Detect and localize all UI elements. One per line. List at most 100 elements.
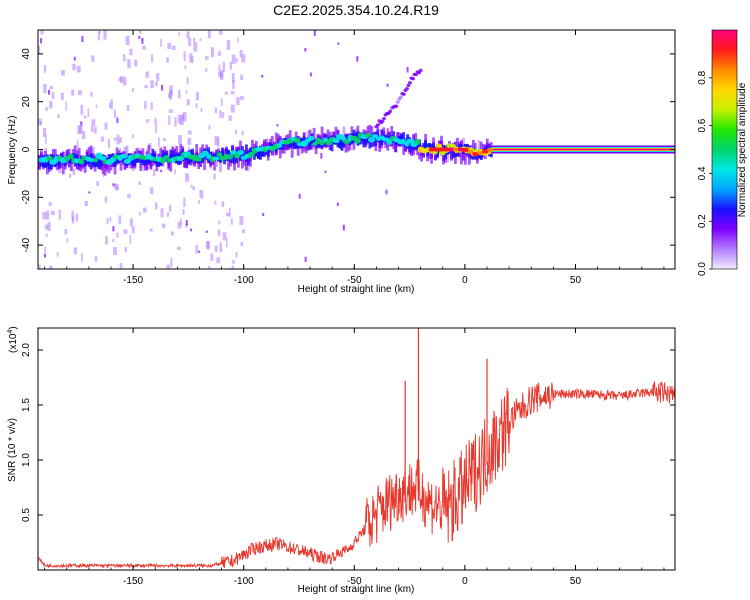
spectrogram-ridge-mark (125, 145, 129, 158)
spectrogram-ridge-mark (336, 139, 340, 148)
spectrogram-noise-mark (190, 228, 193, 232)
spectrogram-noise-mark (90, 125, 94, 132)
spectrogram-noise-mark (154, 117, 157, 125)
spectrogram-ridge-mark (306, 142, 310, 151)
spectrogram-ridge-mark (456, 137, 459, 150)
spectrogram-noise-mark (192, 185, 195, 191)
spectrogram-ridge-mark (334, 126, 338, 140)
spectrogram-noise-mark (104, 122, 108, 130)
spectrogram-noise-mark (218, 30, 223, 35)
spectrogram-noise-mark (241, 229, 246, 234)
spectrogram-branch-mark (411, 77, 416, 81)
spectrogram-noise-mark (313, 30, 316, 36)
spectrogram-y-label: Frequency (Hz) (7, 116, 18, 185)
spectrogram-noise-mark (71, 89, 74, 96)
spectrogram-y-tick-label: -40 (21, 237, 32, 252)
spectrogram-noise-mark (204, 56, 209, 60)
spectrogram-noise-mark (210, 47, 215, 57)
spectrogram-noise-mark (239, 215, 244, 226)
spectrogram-ridge-mark (458, 143, 461, 151)
spectrogram-noise-mark (40, 30, 44, 35)
spectrogram-noise-mark (64, 228, 68, 235)
spectrogram-ridge-mark (115, 147, 119, 159)
spectrogram-ridge-mark (89, 153, 93, 161)
spectrogram-transition-mark (428, 147, 435, 152)
spectrogram-noise-mark (171, 45, 176, 50)
spectrogram-noise-mark (123, 54, 126, 62)
spectrogram-ridge-mark (342, 126, 346, 140)
spectrogram-ridge-mark (199, 147, 203, 159)
spectrogram-noise-mark (185, 173, 190, 182)
spectrogram-ridge-mark (143, 158, 147, 165)
snr-y-tick-label: 1.5 (21, 398, 32, 412)
spectrogram-noise-mark (261, 74, 264, 78)
spectrogram-ridge-mark (290, 145, 294, 158)
spectrogram-transition-mark (457, 147, 464, 152)
spectrogram-noise-mark (186, 99, 190, 106)
spectrogram-branch-mark (375, 123, 380, 127)
spectrogram-noise-mark (45, 210, 50, 220)
spectrogram-noise-mark (320, 152, 323, 159)
spectrogram-ridge-mark (141, 148, 145, 161)
snr-y-scale-label: (x104) (7, 326, 19, 353)
spectrogram-noise-mark (119, 263, 123, 269)
spectrogram-ridge-peak (120, 153, 128, 159)
spectrogram-noise-mark (237, 37, 240, 43)
spectrogram-noise-mark (125, 35, 130, 45)
spectrogram-noise-mark (72, 63, 76, 71)
spectrogram-noise-mark (216, 257, 221, 264)
spectrogram-ridge-mark (215, 152, 218, 160)
snr-series-layer (38, 328, 675, 569)
spectrogram-ridge-peak (237, 149, 245, 156)
spectrogram-noise-mark (186, 77, 189, 85)
spectrogram-ridge-mark (288, 130, 292, 144)
spectrogram-noise-mark (241, 54, 246, 63)
spectrogram-transition-mark (438, 147, 445, 152)
spectrogram-noise-mark (230, 91, 235, 95)
spectrogram-noise-mark (231, 54, 236, 64)
spectrogram-ridge-mark (45, 162, 49, 175)
spectrogram-branch-mark (394, 104, 399, 108)
spectrogram-ridge-mark (280, 141, 284, 150)
spectrogram-noise-mark (235, 251, 238, 258)
spectrogram-noise-mark (161, 223, 166, 229)
spectrogram-transition-mark (453, 147, 460, 152)
spectrogram-ridge-mark (231, 154, 234, 164)
spectrogram-ridge-mark (227, 150, 230, 157)
spectrogram-narrowband-line (491, 148, 675, 151)
spectrogram-noise-mark (205, 230, 208, 233)
spectrogram-noise-mark (75, 213, 79, 222)
spectrogram-ridge-mark (233, 153, 236, 165)
spectrogram-ridge-mark (173, 148, 177, 160)
spectrogram-ridge-mark (489, 148, 493, 158)
colorbar-label: Normalized spectral amplitude (737, 82, 748, 217)
spectrogram-ridge-mark (149, 158, 153, 170)
spectrogram-ridge-mark (258, 151, 262, 160)
spectrogram-noise-mark (298, 193, 301, 199)
spectrogram-ridge-mark (332, 131, 336, 142)
spectrogram-y-tick-label: 20 (21, 96, 32, 108)
spectrogram-ridge-mark (362, 137, 366, 145)
spectrogram-noise-mark (91, 119, 96, 127)
spectrogram-ridge-mark (61, 161, 65, 175)
spectrogram-noise-mark (185, 224, 189, 228)
spectrogram-ridge-mark (270, 136, 274, 150)
spectrogram-x-label: Height of straight line (km) (298, 284, 415, 295)
spectrogram-ridge-mark (215, 155, 218, 168)
spectrogram-ridge-mark (388, 131, 392, 143)
spectrogram-noise-mark (139, 211, 141, 216)
spectrogram-noise-mark (214, 200, 217, 205)
spectrogram-noise-mark (103, 30, 107, 40)
spectrogram-ridge-mark (241, 155, 244, 169)
spectrogram-noise-mark (166, 264, 170, 269)
spectrogram-noise-mark (102, 172, 105, 178)
spectrogram-noise-mark (80, 121, 83, 126)
spectrogram-ridge-mark (113, 161, 117, 175)
spectrogram-ridge-mark (83, 161, 87, 173)
spectrogram-ridge-mark (39, 152, 43, 162)
spectrogram-noise-mark (180, 217, 182, 226)
spectrogram-ridge-mark (256, 150, 260, 158)
spectrogram-noise-mark (179, 115, 184, 126)
spectrogram-ridge-peak (368, 137, 376, 143)
spectrogram-noise-mark (81, 131, 86, 140)
